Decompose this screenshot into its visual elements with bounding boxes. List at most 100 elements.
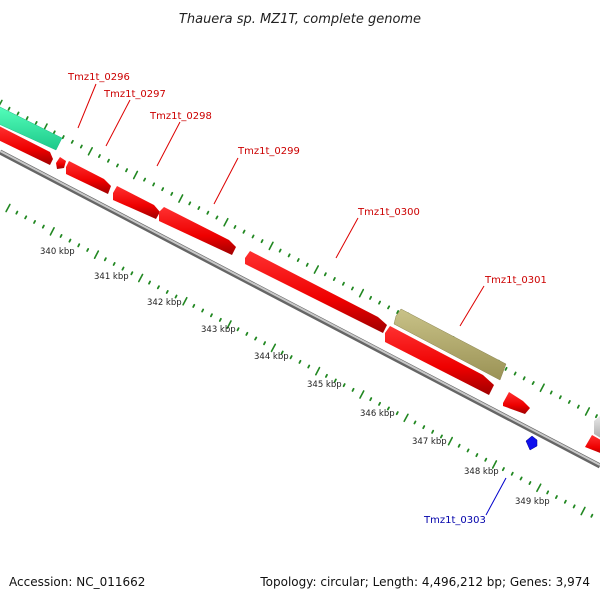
tick-mark — [182, 296, 188, 306]
gene-arrow[interactable] — [0, 126, 53, 165]
tick-mark — [33, 219, 36, 224]
tick-mark — [226, 320, 232, 329]
gene-label[interactable]: Tmz1t_0300 — [357, 207, 420, 218]
map-title: Thauera sp. MZ1T, complete genome — [179, 12, 421, 27]
tick-mark — [174, 294, 178, 299]
tick-mark — [70, 139, 74, 144]
tick-mark — [378, 401, 382, 406]
scale-label: 341 kbp — [94, 272, 129, 282]
tick-mark — [466, 448, 470, 453]
scale-labels: 340 kbp 341 kbp 342 kbp 343 kbp 344 kbp … — [40, 247, 550, 507]
tick-mark — [107, 158, 110, 163]
tick-mark — [350, 286, 354, 291]
genome-backbone — [0, 149, 600, 469]
gene-arrow[interactable] — [56, 157, 66, 169]
tick-mark — [61, 135, 65, 140]
tick-mark — [98, 154, 101, 159]
tick-mark — [563, 499, 567, 504]
tick-mark — [192, 303, 196, 308]
tick-mark — [206, 210, 210, 215]
tick-mark — [223, 217, 229, 227]
genome-summary-text: Topology: circular; Length: 4,496,212 bp… — [259, 575, 590, 589]
tick-mark — [341, 281, 345, 286]
tick-mark — [245, 331, 249, 336]
tick-mark — [484, 457, 488, 462]
tick-mark — [528, 481, 532, 486]
gene-arrow[interactable] — [585, 435, 600, 456]
tick-mark — [576, 404, 580, 409]
tick-mark — [130, 271, 134, 276]
tick-mark — [539, 383, 545, 393]
tick-mark — [549, 390, 553, 395]
tick-mark — [86, 247, 90, 252]
tick-mark — [197, 206, 201, 211]
tick-mark — [395, 411, 399, 416]
tick-mark — [595, 414, 598, 419]
gene-arrow[interactable] — [385, 326, 494, 395]
tick-mark — [132, 170, 139, 180]
tick-mark — [439, 434, 443, 439]
tick-mark — [351, 387, 355, 392]
gene-label[interactable]: Tmz1t_0297 — [103, 89, 166, 100]
tick-mark — [403, 413, 409, 423]
tick-mark — [215, 215, 219, 220]
gene-label[interactable]: Tmz1t_0299 — [237, 146, 300, 157]
gene-label[interactable]: Tmz1t_0296 — [67, 72, 130, 83]
tick-mark — [209, 313, 213, 318]
tick-mark — [16, 111, 20, 116]
tick-mark — [280, 350, 284, 355]
feature-track — [0, 106, 600, 456]
tick-mark — [369, 295, 373, 300]
accession-text: Accession: NC_011662 — [9, 575, 145, 589]
gene-arrow[interactable] — [113, 186, 160, 219]
tick-mark — [457, 443, 461, 448]
gene-arrow[interactable] — [66, 161, 111, 194]
tick-mark — [188, 201, 192, 206]
scale-label: 347 kbp — [412, 437, 447, 447]
tick-mark — [7, 106, 11, 111]
scale-label: 343 kbp — [201, 325, 236, 335]
gene-arrow[interactable] — [159, 207, 236, 255]
gene-label[interactable]: Tmz1t_0298 — [149, 111, 212, 122]
tick-mark — [34, 121, 38, 125]
tick-mark — [333, 378, 337, 383]
tick-mark — [298, 359, 302, 364]
tick-mark — [170, 191, 174, 196]
tick-mark — [178, 194, 184, 203]
tick-mark — [387, 305, 391, 310]
scale-label: 349 kbp — [515, 497, 550, 507]
tick-mark — [116, 163, 119, 168]
tick-mark — [165, 289, 169, 294]
tick-mark — [87, 147, 93, 156]
tick-mark — [25, 116, 29, 121]
feature-olive[interactable] — [393, 308, 507, 381]
tick-mark — [5, 203, 11, 213]
gene-arrow[interactable] — [503, 392, 530, 414]
tick-mark — [218, 317, 222, 322]
tick-mark — [148, 280, 152, 285]
tick-mark — [590, 513, 594, 518]
tick-mark — [378, 300, 382, 305]
tick-mark — [519, 476, 523, 481]
trna-feature[interactable] — [525, 435, 538, 451]
tick-mark — [79, 144, 83, 149]
tick-mark — [513, 371, 517, 376]
gene-arrow[interactable] — [245, 251, 387, 333]
feature-teal[interactable] — [0, 106, 63, 151]
tick-mark — [546, 490, 550, 495]
tick-mark — [314, 366, 321, 376]
tick-mark — [307, 364, 311, 369]
tick-mark — [413, 420, 417, 425]
gene-label[interactable]: Tmz1t_0301 — [484, 275, 547, 286]
tick-mark — [504, 366, 508, 371]
gene-labels: Tmz1t_0296 Tmz1t_0297 Tmz1t_0298 Tmz1t_0… — [67, 72, 547, 526]
scale-label: 348 kbp — [464, 467, 499, 477]
gene-label[interactable]: Tmz1t_0303 — [423, 515, 486, 526]
tick-mark — [41, 224, 45, 229]
tick-mark — [422, 425, 426, 430]
tick-mark — [77, 243, 81, 248]
tick-mark — [305, 262, 309, 267]
feature-grey[interactable] — [594, 416, 600, 440]
tick-mark — [323, 272, 327, 277]
tick-mark — [536, 483, 542, 493]
